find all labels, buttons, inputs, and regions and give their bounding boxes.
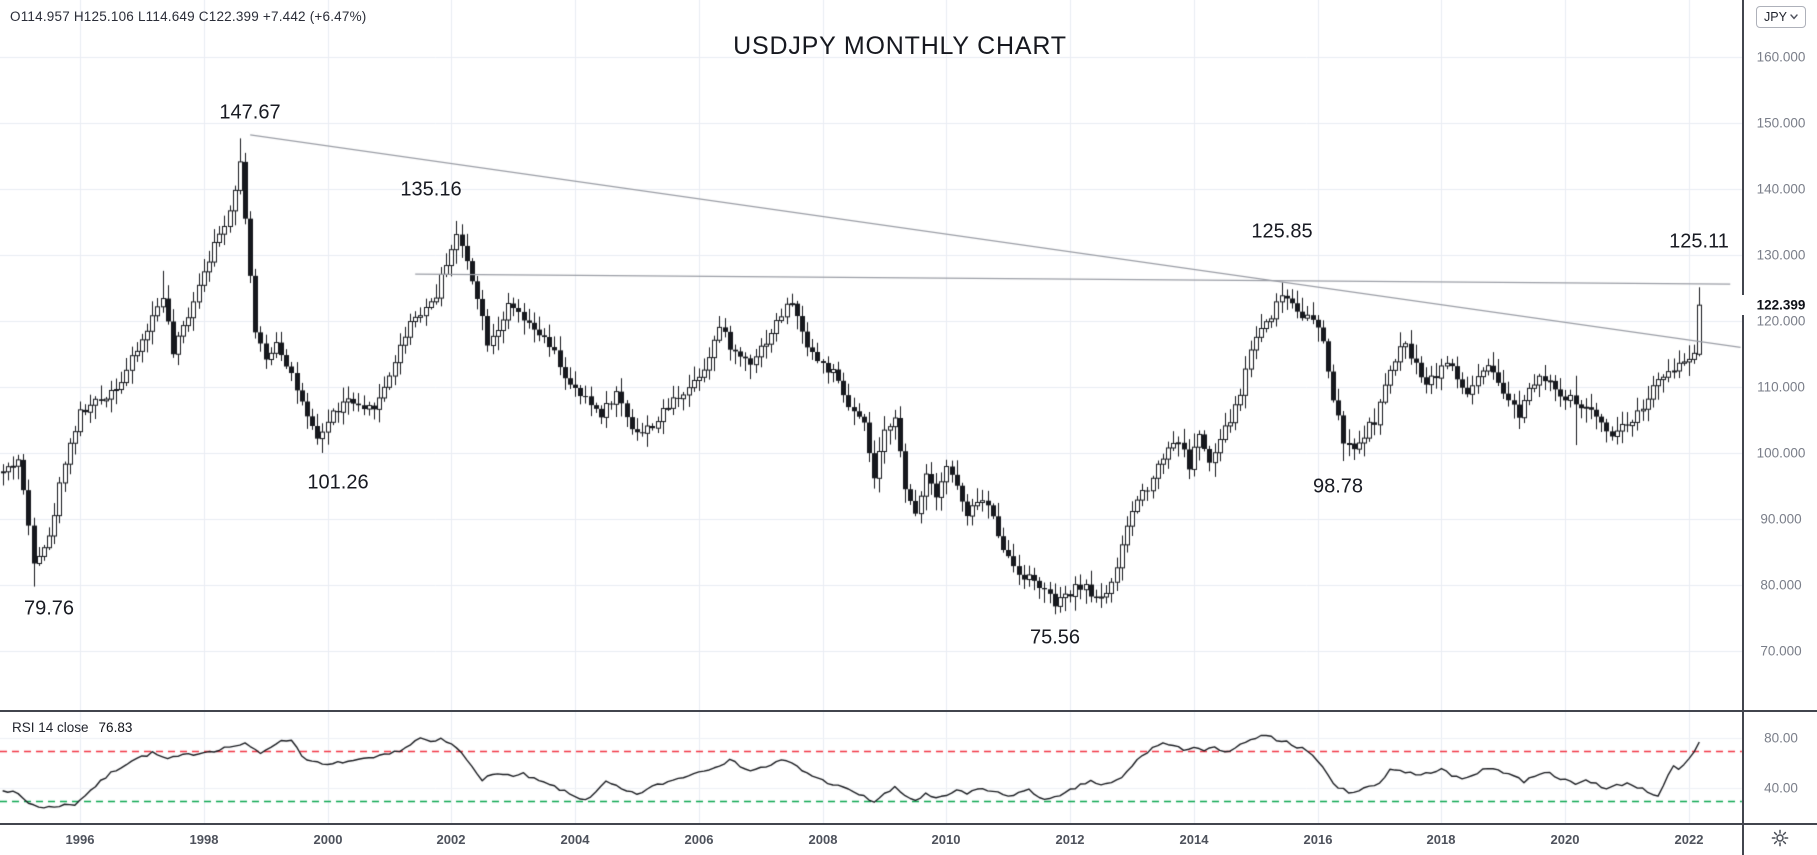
annotation-101-26[interactable]: 101.26 bbox=[307, 471, 369, 494]
time-axis-year-label: 2020 bbox=[1550, 832, 1580, 847]
ohlc-readout: O114.957 H125.106 L114.649 C122.399 +7.4… bbox=[10, 9, 367, 24]
chevron-down-icon bbox=[1790, 14, 1798, 20]
price-axis-border bbox=[1742, 0, 1744, 855]
annotation-125-85[interactable]: 125.85 bbox=[1251, 220, 1313, 243]
price-axis-tick: 100.000 bbox=[1756, 445, 1806, 461]
time-axis-year-label: 2002 bbox=[436, 832, 466, 847]
annotation-98-78[interactable]: 98.78 bbox=[1312, 475, 1364, 498]
rsi-axis-tick: 80.00 bbox=[1764, 730, 1798, 746]
time-axis-year-label: 2012 bbox=[1055, 832, 1085, 847]
price-axis-tick: 120.000 bbox=[1756, 313, 1806, 329]
price-axis-tick: 70.000 bbox=[1760, 643, 1802, 659]
time-axis-year-label: 2004 bbox=[560, 832, 590, 847]
time-axis-separator bbox=[0, 823, 1817, 825]
chart-title-annotation[interactable]: USDJPY MONTHLY CHART bbox=[733, 32, 1067, 60]
time-axis-year-label: 2000 bbox=[313, 832, 343, 847]
rsi-indicator-label[interactable]: RSI 14 close 76.83 bbox=[12, 720, 132, 735]
time-axis-year-label: 2016 bbox=[1303, 832, 1333, 847]
price-axis[interactable] bbox=[1744, 0, 1817, 710]
rsi-axis-tick: 40.00 bbox=[1764, 780, 1798, 796]
annotation-75-56[interactable]: 75.56 bbox=[1029, 626, 1081, 649]
time-axis-year-label: 2010 bbox=[931, 832, 961, 847]
annotation-125-11[interactable]: 125.11 bbox=[1669, 230, 1729, 253]
time-axis-year-label: 2022 bbox=[1674, 832, 1704, 847]
current-price-underlay bbox=[1738, 295, 1752, 315]
pane-separator[interactable] bbox=[0, 710, 1817, 712]
rsi-indicator-value: 76.83 bbox=[98, 720, 133, 735]
time-axis-year-label: 2006 bbox=[684, 832, 714, 847]
rsi-indicator-name: RSI 14 close bbox=[12, 720, 89, 735]
currency-label: JPY bbox=[1764, 10, 1787, 24]
time-axis[interactable] bbox=[0, 825, 1742, 855]
annotation-147-67[interactable]: 147.67 bbox=[219, 101, 281, 124]
rsi-axis[interactable] bbox=[1744, 712, 1817, 823]
price-axis-tick: 110.000 bbox=[1757, 379, 1805, 395]
price-axis-tick: 130.000 bbox=[1756, 247, 1806, 263]
annotation-79-76[interactable]: 79.76 bbox=[23, 597, 75, 620]
price-axis-tick: 80.000 bbox=[1760, 577, 1802, 593]
price-axis-tick: 160.000 bbox=[1756, 49, 1806, 65]
time-axis-year-label: 2018 bbox=[1426, 832, 1456, 847]
time-axis-year-label: 1996 bbox=[65, 832, 95, 847]
price-axis-tick: 140.000 bbox=[1756, 181, 1806, 197]
annotation-135-16[interactable]: 135.16 bbox=[400, 178, 462, 201]
time-axis-year-label: 2014 bbox=[1179, 832, 1209, 847]
gear-icon[interactable] bbox=[1771, 829, 1789, 847]
price-axis-tick: 150.000 bbox=[1756, 115, 1806, 131]
time-axis-year-label: 1998 bbox=[189, 832, 219, 847]
currency-selector-button[interactable]: JPY bbox=[1756, 6, 1806, 28]
time-axis-year-label: 2008 bbox=[808, 832, 838, 847]
current-price-label: 122.399 bbox=[1752, 296, 1810, 314]
price-axis-tick: 90.000 bbox=[1760, 511, 1802, 527]
